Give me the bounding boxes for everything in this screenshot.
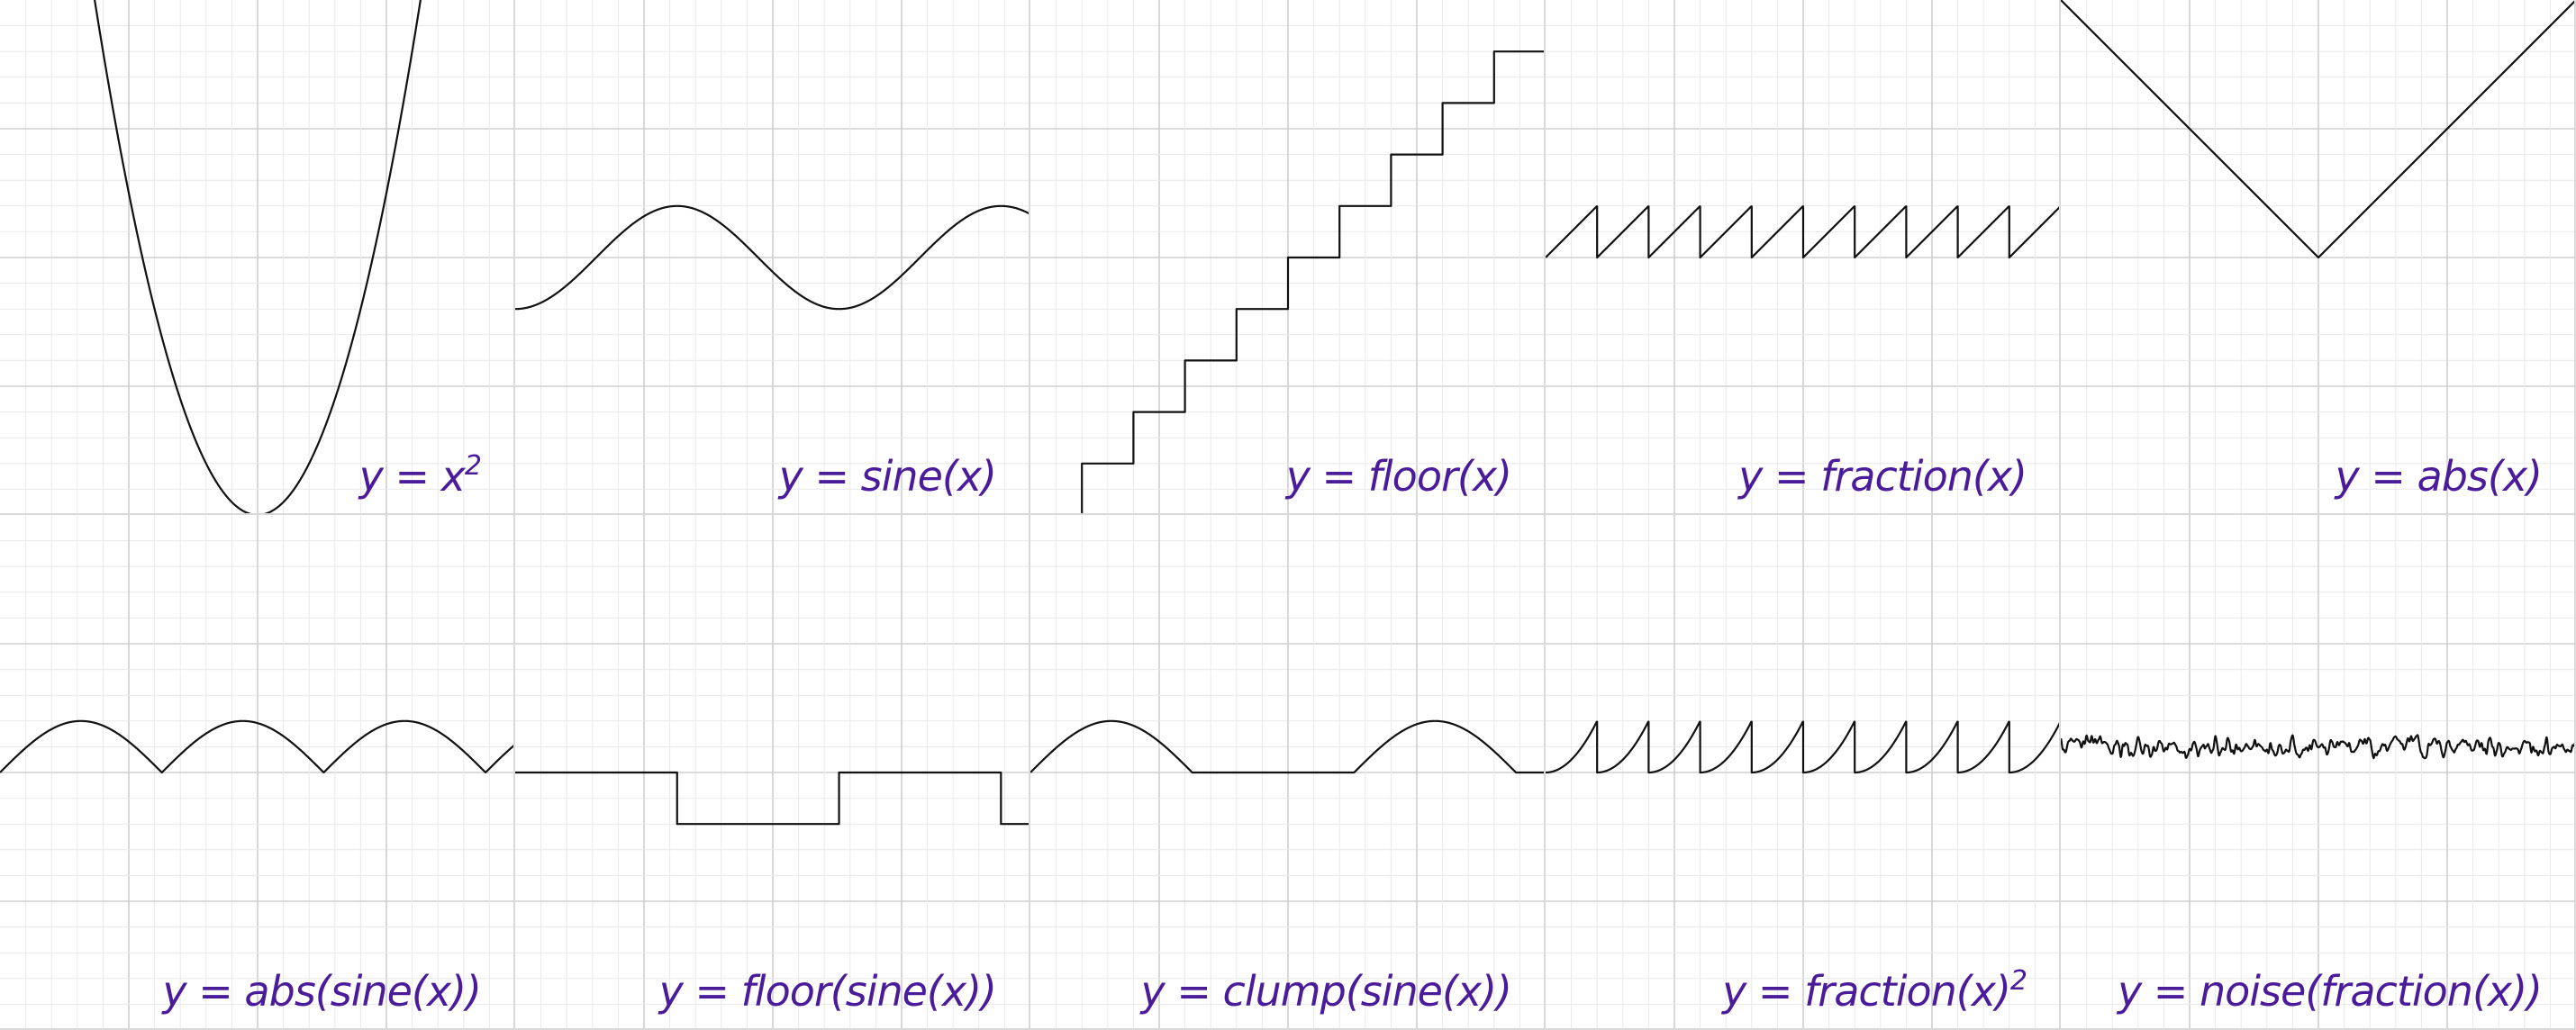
function-curve (1546, 205, 2059, 259)
plot-panel: y = floor(x) (1030, 0, 1546, 515)
plot-canvas (1030, 0, 1544, 513)
plot-grid (2061, 0, 2574, 513)
caption-text: y = noise(fraction(x)) (2117, 967, 2543, 1016)
plot-panel: y = abs(sine(x)) (0, 515, 515, 1030)
function-curve (2061, 734, 2574, 760)
plot-caption: y = noise(fraction(x)) (2118, 971, 2543, 1012)
function-curve (1081, 50, 1544, 513)
plot-grid (515, 0, 1029, 513)
caption-superscript: 2 (2009, 965, 2027, 997)
plot-canvas (0, 515, 513, 1028)
caption-text: y = sine(x) (778, 452, 997, 501)
caption-text: y = fraction(x) (1738, 452, 2027, 501)
function-curve (515, 204, 1029, 311)
plot-caption: y = floor(x) (1286, 456, 1512, 497)
plot-caption: y = abs(x) (2336, 456, 2543, 497)
caption-text: y = floor(x) (1285, 452, 1512, 501)
plot-grid (1030, 515, 1544, 1028)
plot-canvas (2061, 0, 2574, 513)
plot-canvas (515, 0, 1029, 513)
plot-caption: y = fraction(x) (1738, 456, 2027, 497)
plot-grid (515, 515, 1029, 1028)
plot-panel: y = floor(sine(x)) (515, 515, 1030, 1030)
plot-caption: y = abs(sine(x)) (162, 971, 482, 1012)
plot-canvas (2061, 515, 2574, 1028)
function-curve (0, 719, 513, 774)
plot-panel: y = sine(x) (515, 0, 1030, 515)
function-curve (515, 771, 1029, 826)
caption-superscript: 2 (464, 450, 482, 482)
caption-text: y = floor(sine(x)) (658, 967, 997, 1016)
plot-panel: y = fraction(x) (1546, 0, 2061, 515)
plot-grid (0, 515, 513, 1028)
plot-caption: y = fraction(x)2 (1722, 965, 2027, 1013)
plot-panel: y = x2 (0, 0, 515, 515)
plot-panel: y = fraction(x)2 (1546, 515, 2061, 1030)
caption-text: y = abs(sine(x)) (162, 967, 482, 1016)
plot-panel: y = abs(x) (2061, 0, 2576, 515)
plot-canvas (515, 515, 1029, 1028)
caption-text: y = clump(sine(x)) (1140, 967, 1512, 1016)
function-curve (2061, 0, 2574, 259)
plot-caption: y = sine(x) (779, 456, 997, 497)
plot-grid (0, 0, 513, 513)
function-curve (1030, 719, 1544, 774)
plot-canvas (1546, 0, 2059, 513)
plot-canvas (1030, 515, 1544, 1028)
plot-caption: y = clump(sine(x)) (1141, 971, 1512, 1012)
function-curve (1546, 720, 2059, 774)
caption-text: y = fraction(x) (1722, 967, 2011, 1016)
plot-panel: y = clump(sine(x)) (1030, 515, 1546, 1030)
plot-caption: y = floor(sine(x)) (659, 971, 997, 1012)
caption-text: y = abs(x) (2335, 452, 2543, 501)
plot-canvas (0, 0, 513, 513)
caption-text: y = x (358, 452, 466, 501)
plot-canvas (1546, 515, 2059, 1028)
plot-grid (2061, 515, 2574, 1028)
plot-caption: y = x2 (359, 450, 482, 498)
plot-panel: y = noise(fraction(x)) (2061, 515, 2576, 1030)
